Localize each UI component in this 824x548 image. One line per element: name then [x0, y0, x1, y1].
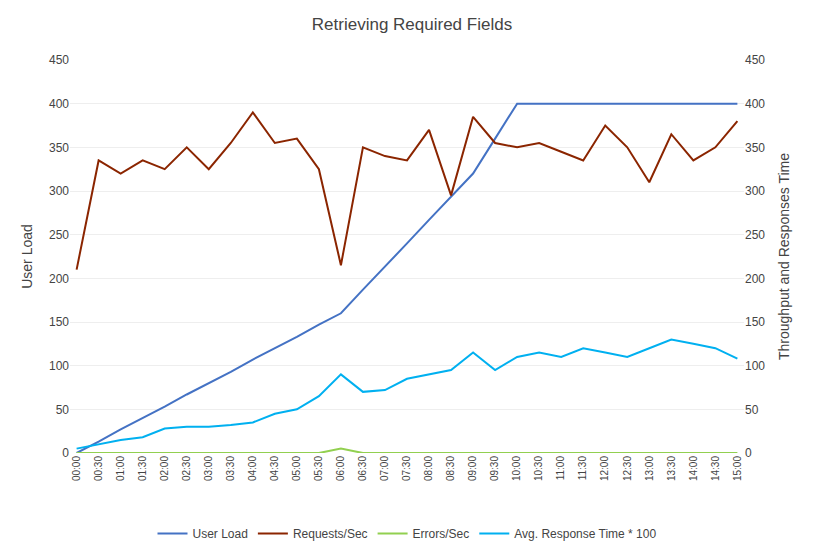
svg-text:300: 300: [745, 184, 765, 198]
svg-text:450: 450: [745, 53, 765, 67]
svg-text:03:00: 03:00: [203, 456, 214, 481]
svg-text:50: 50: [745, 403, 759, 417]
svg-text:01:30: 01:30: [137, 456, 148, 481]
svg-text:14:00: 14:00: [688, 456, 699, 481]
svg-text:450: 450: [49, 53, 69, 67]
svg-text:200: 200: [49, 272, 69, 286]
svg-text:10:00: 10:00: [511, 456, 522, 481]
svg-text:Throughput and Responses Time: Throughput and Responses Time: [776, 153, 792, 360]
svg-text:150: 150: [745, 315, 765, 329]
svg-text:06:30: 06:30: [357, 456, 368, 481]
svg-text:100: 100: [745, 359, 765, 373]
svg-text:05:00: 05:00: [291, 456, 302, 481]
svg-text:07:30: 07:30: [401, 456, 412, 481]
svg-text:05:30: 05:30: [313, 456, 324, 481]
svg-text:00:30: 00:30: [93, 456, 104, 481]
svg-text:02:00: 02:00: [159, 456, 170, 481]
svg-text:14:30: 14:30: [710, 456, 721, 481]
svg-text:200: 200: [745, 272, 765, 286]
svg-text:13:00: 13:00: [644, 456, 655, 481]
svg-text:Requests/Sec: Requests/Sec: [293, 527, 368, 541]
svg-text:300: 300: [49, 184, 69, 198]
svg-text:0: 0: [745, 446, 752, 460]
svg-text:06:00: 06:00: [335, 456, 346, 481]
svg-text:0: 0: [62, 446, 69, 460]
svg-text:08:00: 08:00: [423, 456, 434, 481]
svg-text:01:00: 01:00: [115, 456, 126, 481]
svg-text:100: 100: [49, 359, 69, 373]
svg-text:11:00: 11:00: [555, 456, 566, 481]
svg-text:00:00: 00:00: [71, 456, 82, 481]
svg-text:12:00: 12:00: [599, 456, 610, 481]
svg-text:09:30: 09:30: [489, 456, 500, 481]
svg-text:07:00: 07:00: [379, 456, 390, 481]
svg-text:10:30: 10:30: [533, 456, 544, 481]
svg-text:50: 50: [56, 403, 70, 417]
svg-text:250: 250: [49, 228, 69, 242]
svg-text:08:30: 08:30: [445, 456, 456, 481]
svg-text:04:00: 04:00: [247, 456, 258, 481]
svg-text:02:30: 02:30: [181, 456, 192, 481]
svg-text:11:30: 11:30: [577, 456, 588, 481]
svg-text:Avg. Response Time * 100: Avg. Response Time * 100: [514, 527, 656, 541]
svg-text:User Load: User Load: [19, 224, 35, 289]
svg-text:400: 400: [49, 97, 69, 111]
svg-text:12:30: 12:30: [622, 456, 633, 481]
svg-text:15:00: 15:00: [732, 456, 743, 481]
svg-text:400: 400: [745, 97, 765, 111]
svg-text:Errors/Sec: Errors/Sec: [413, 527, 470, 541]
svg-text:250: 250: [745, 228, 765, 242]
svg-text:Retrieving Required Fields: Retrieving Required Fields: [312, 15, 512, 34]
svg-text:09:00: 09:00: [467, 456, 478, 481]
svg-text:04:30: 04:30: [269, 456, 280, 481]
svg-text:User Load: User Load: [193, 527, 248, 541]
svg-text:03:30: 03:30: [225, 456, 236, 481]
svg-text:13:30: 13:30: [666, 456, 677, 481]
svg-text:350: 350: [49, 141, 69, 155]
svg-text:150: 150: [49, 315, 69, 329]
svg-text:350: 350: [745, 141, 765, 155]
